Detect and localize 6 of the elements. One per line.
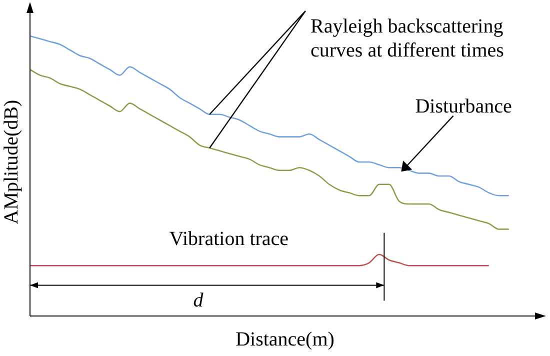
y-axis-title: AMplitude(dB) [0,100,22,224]
annotation: Rayleigh backscattering curves at different times [310,15,504,62]
x-axis-title: Distance(m) [236,328,334,350]
annotation: Disturbance [415,96,512,118]
annotation: d [193,290,204,312]
annotation: Vibration trace [169,228,289,250]
